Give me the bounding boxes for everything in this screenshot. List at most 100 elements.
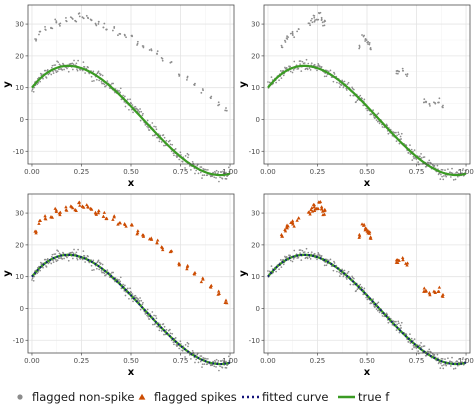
non-spike-point [427,350,430,353]
spike-point [324,20,327,22]
non-spike-point [381,126,384,128]
non-spike-point [437,173,440,176]
non-spike-point [419,155,421,158]
non-spike-point [308,256,311,258]
non-spike-point [361,97,363,100]
non-spike-point [282,74,285,77]
non-spike-point [146,119,149,122]
x-tick-label: 0.25 [74,168,90,176]
non-spike-point [169,143,172,146]
non-spike-point [50,66,53,69]
non-spike-point [219,176,221,179]
non-spike-point [306,257,309,260]
non-spike-point [165,139,168,142]
spike-point [358,44,361,47]
non-spike-point [353,88,355,91]
non-spike-point [36,83,39,86]
spike-point [89,18,92,21]
non-spike-point [201,177,203,179]
non-spike-point [72,63,75,66]
non-spike-point [407,341,410,343]
non-spike-point [441,175,443,178]
non-spike-point [33,275,36,278]
non-spike-point [199,360,202,363]
non-spike-point [355,289,358,292]
axis-ticks: 0.00 0.25 0.50 0.75 1.00 -10 0 10 20 30 [13,210,238,365]
non-spike-point [461,169,464,172]
non-spike-point [325,75,328,78]
non-spike-point [163,136,166,139]
non-spike-point [398,142,401,145]
non-spike-point [45,266,48,268]
non-spike-point [366,109,369,112]
non-spike-point [420,346,423,348]
non-spike-point [55,260,58,263]
non-spike-point [213,176,216,179]
spike-point [117,34,119,37]
non-spike-point [155,317,158,320]
non-spike-point [173,343,175,346]
spike-point [116,222,120,226]
non-spike-point [444,358,446,360]
non-spike-point [462,168,464,170]
non-spike-point [82,61,85,64]
spike-point [65,20,68,23]
spike-point [64,205,68,209]
non-spike-point [169,139,171,142]
non-spike-point [71,251,74,254]
non-spike-point [142,112,144,115]
non-spike-point [163,144,165,147]
non-spike-point [220,171,223,173]
non-spike-point [378,122,381,125]
spike-points [33,200,229,305]
legend-item-fitted: fitted curve [242,390,329,404]
non-spike-point [289,65,292,68]
spike-point [85,203,89,207]
non-spike-point [100,262,102,265]
non-spike-point [407,152,410,154]
non-spike-point [171,332,174,335]
spike-point [369,47,372,49]
fitted-curve-line [267,253,467,366]
spike-point [140,233,145,237]
non-spike-point [411,348,414,350]
non-spike-point [297,256,300,259]
non-spike-point [154,314,157,317]
non-spike-point [98,261,101,264]
spike-point [97,20,100,23]
spike-point [217,291,221,295]
non-spike-point [162,134,165,136]
non-spike-point [439,178,442,180]
spike-point [312,205,316,209]
non-spike-point [461,358,464,361]
non-spike-point [158,329,161,332]
non-spike-point [195,358,197,361]
spike-point [358,234,362,238]
spike-point [71,206,75,210]
non-spike-point [280,77,283,79]
non-spike-point [458,358,460,360]
non-spike-point [79,258,82,260]
non-spike-point [184,356,186,358]
spike-point [161,59,164,62]
spike-point [103,22,106,25]
non-spike-point [73,248,75,251]
non-spike-point [428,348,431,351]
spike-point [160,246,165,250]
non-spike-point [349,283,352,286]
non-spike-point [363,287,366,290]
non-spike-point [338,271,341,273]
non-spike-point [433,353,436,356]
non-spike-point [214,359,216,362]
non-spike-point [338,82,341,84]
non-spike-point [410,148,413,151]
non-spike-point [129,287,131,290]
axis-ticks: 0.00 0.25 0.50 0.75 1.00 -10 0 10 20 30 [249,210,474,365]
non-spike-point [362,293,365,296]
non-spike-point [58,252,61,255]
spike-point [81,16,84,19]
non-spike-point [104,85,106,88]
legend-label: fitted curve [262,390,329,404]
spike-point [217,101,220,104]
